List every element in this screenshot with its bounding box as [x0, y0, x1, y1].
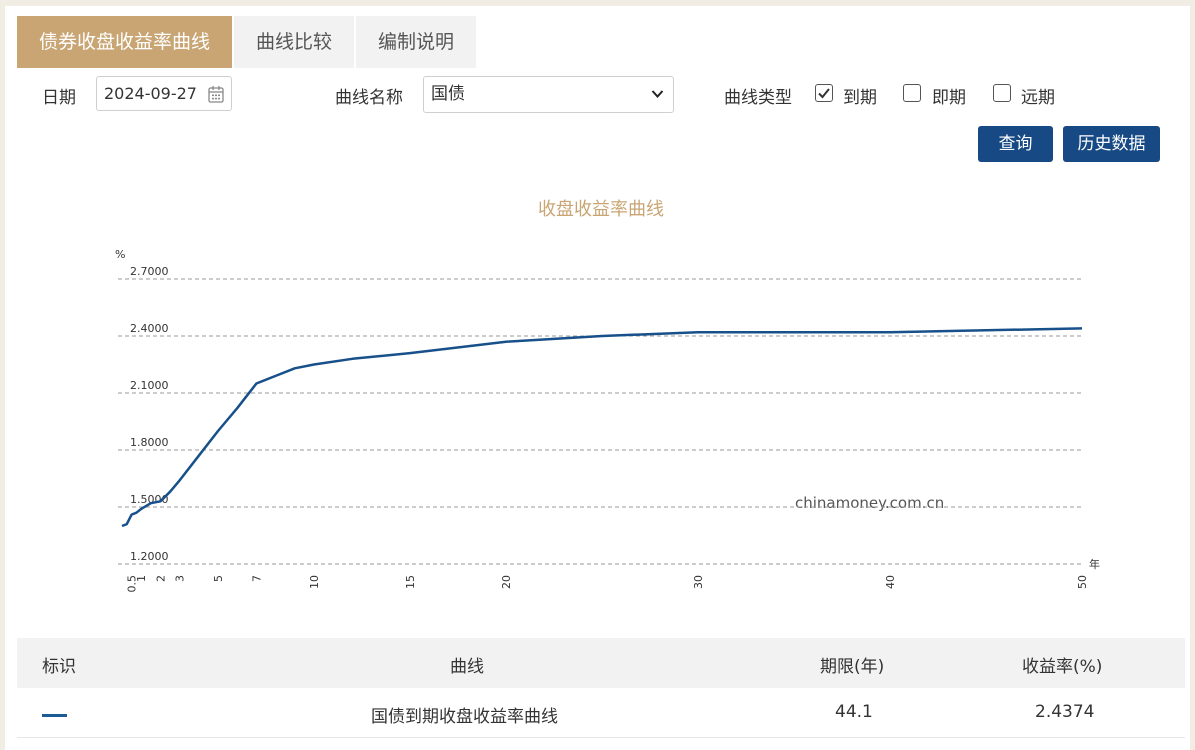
curve-name-select[interactable]: 国债 — [423, 76, 674, 113]
y-tick-label: 2.7000 — [130, 265, 169, 278]
yield-curve-chart: 收盘收益率曲线 % 年 chinamoney.com.cn 2.7000 2.40… — [115, 199, 1100, 593]
header-yield: 收益率(%) — [1022, 657, 1103, 677]
history-data-button[interactable]: 历史数据 — [1063, 126, 1160, 162]
main-panel: 债券收盘收益率曲线 曲线比较 编制说明 日期 2024-09-27 曲线名称 国… — [5, 6, 1190, 750]
y-tick-label: 2.4000 — [130, 322, 169, 335]
maturity-label: 到期 — [843, 88, 877, 108]
row-term: 44.1 — [835, 702, 873, 722]
x-tick-label: 15 — [404, 575, 417, 589]
y-axis-unit: % — [115, 248, 125, 261]
maturity-checkbox[interactable] — [815, 84, 833, 102]
chevron-down-icon — [651, 90, 664, 98]
x-tick-label: 2 — [154, 575, 167, 582]
x-tick-label: 0.5 — [126, 575, 139, 593]
row-yield: 2.4374 — [1035, 702, 1095, 722]
date-value: 2024-09-27 — [104, 84, 197, 103]
date-label: 日期 — [42, 88, 76, 108]
spot-label: 即期 — [932, 88, 966, 108]
tab-closing-yield-curve[interactable]: 债券收盘收益率曲线 — [17, 16, 233, 68]
date-input[interactable]: 2024-09-27 — [96, 76, 232, 111]
x-axis-unit: 年 — [1089, 557, 1100, 571]
chart-title: 收盘收益率曲线 — [538, 199, 664, 220]
curve-name-value: 国债 — [431, 84, 465, 104]
y-tick-label: 1.8000 — [130, 436, 169, 449]
x-tick-label: 5 — [212, 575, 225, 582]
forward-checkbox[interactable] — [993, 84, 1011, 102]
row-divider — [17, 737, 1185, 738]
calendar-icon[interactable] — [208, 85, 224, 103]
tab-curve-compare[interactable]: 曲线比较 — [234, 16, 355, 68]
curve-type-label: 曲线类型 — [724, 88, 792, 108]
x-tick-label: 30 — [692, 575, 705, 589]
header-curve: 曲线 — [450, 657, 484, 677]
tab-bar: 债券收盘收益率曲线 曲线比较 编制说明 — [17, 16, 478, 68]
checkmark-icon — [818, 88, 830, 99]
chart-watermark: chinamoney.com.cn — [795, 494, 944, 512]
row-curve-name: 国债到期收盘收益率曲线 — [371, 707, 558, 727]
spot-checkbox[interactable] — [903, 84, 921, 102]
x-tick-label: 20 — [500, 575, 513, 589]
tab-methodology[interactable]: 编制说明 — [356, 16, 477, 68]
query-button[interactable]: 查询 — [978, 126, 1053, 162]
x-tick-label: 7 — [250, 575, 263, 582]
y-tick-label: 2.1000 — [130, 379, 169, 392]
series-line-treasury-maturity[interactable] — [121, 327, 1083, 528]
y-tick-label: 1.2000 — [130, 550, 169, 563]
series-marker — [42, 714, 67, 717]
header-term: 期限(年) — [820, 657, 885, 677]
x-tick-label: 3 — [174, 575, 187, 582]
x-tick-label: 1 — [135, 575, 148, 582]
x-tick-label: 50 — [1076, 575, 1089, 589]
table-header: 标识 曲线 期限(年) 收益率(%) — [17, 638, 1185, 688]
curve-name-label: 曲线名称 — [335, 88, 403, 108]
x-tick-label: 10 — [308, 575, 321, 589]
x-tick-label: 40 — [884, 575, 897, 589]
forward-label: 远期 — [1021, 88, 1055, 108]
header-marker: 标识 — [42, 657, 76, 677]
